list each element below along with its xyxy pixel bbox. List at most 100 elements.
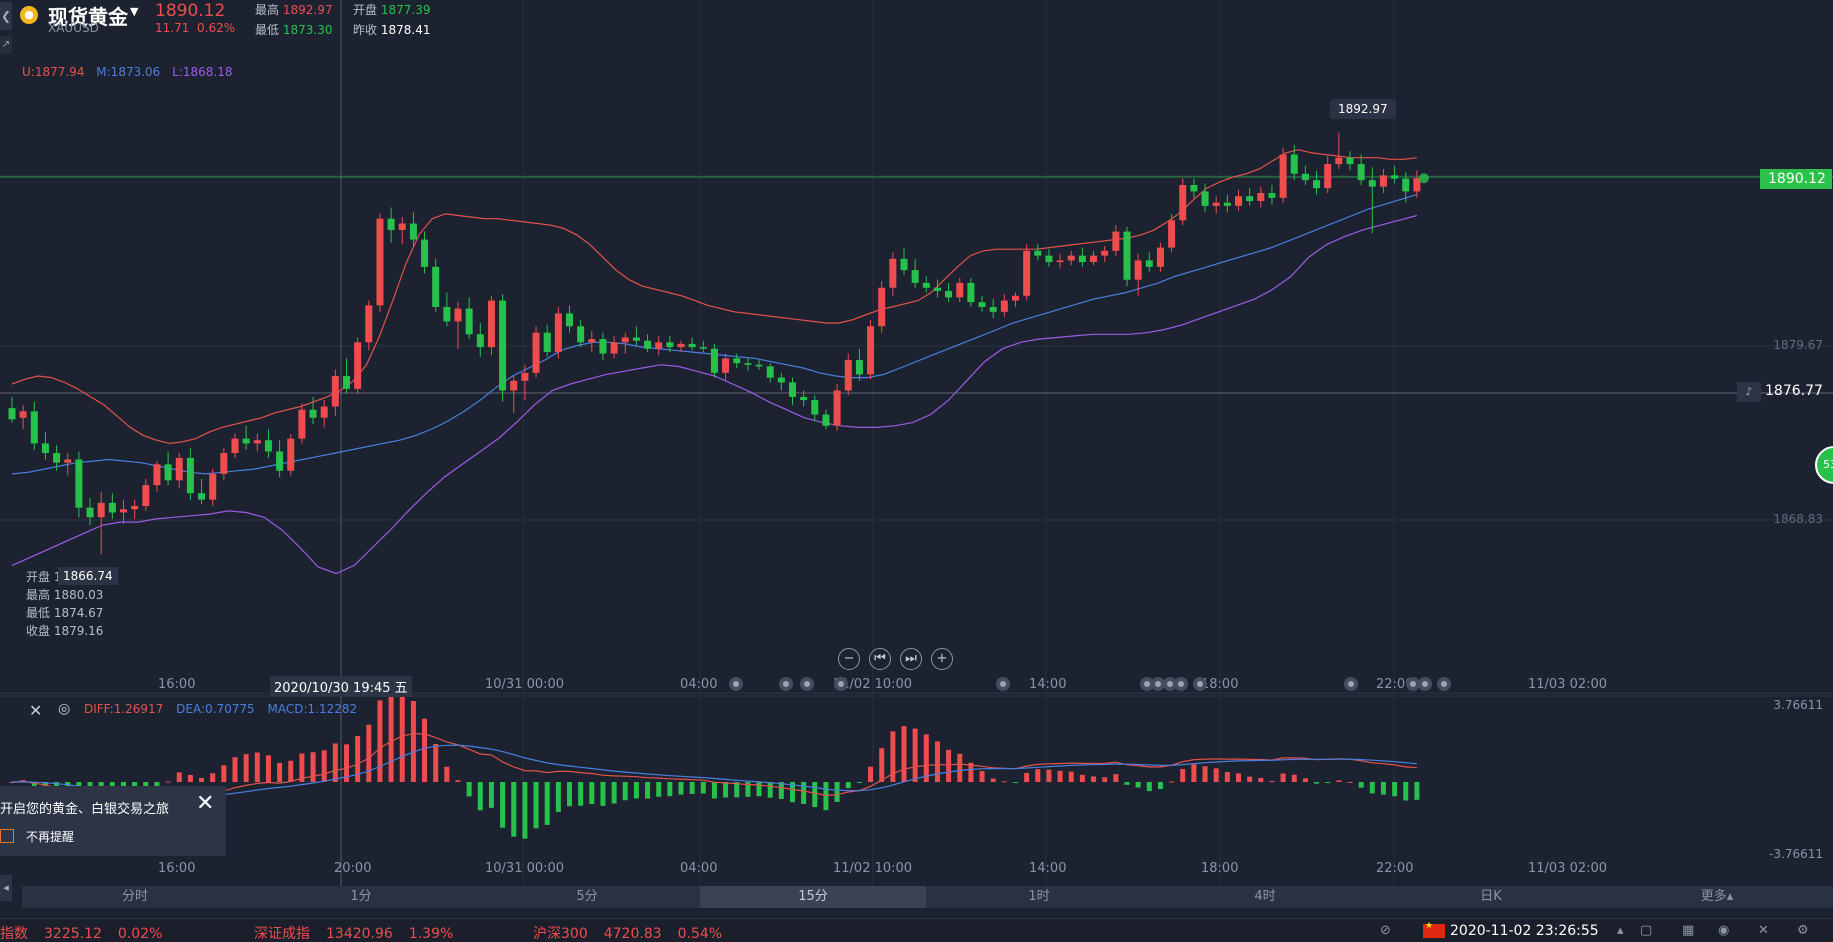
close-indicator-icon[interactable]: ✕ bbox=[29, 701, 43, 720]
candle bbox=[1123, 226, 1131, 287]
tab-period-day[interactable]: 日K bbox=[1480, 889, 1502, 904]
candle-body bbox=[86, 507, 94, 518]
event-marker-icon[interactable] bbox=[1140, 677, 1154, 691]
scroll-end-icon[interactable]: ⏭ bbox=[900, 648, 922, 670]
event-marker-icon[interactable] bbox=[1151, 677, 1165, 691]
candle-body bbox=[878, 287, 886, 327]
price-axis-label: 1868.83 bbox=[1773, 512, 1823, 526]
candle bbox=[844, 353, 852, 396]
tab-period-more[interactable]: 更多▴ bbox=[1700, 889, 1734, 904]
macd-bar bbox=[176, 772, 182, 782]
event-marker-icon[interactable] bbox=[834, 677, 848, 691]
tab-period-4h[interactable]: 4时 bbox=[1254, 889, 1276, 904]
symbol-name[interactable]: 现货黄金 bbox=[48, 5, 128, 29]
candle bbox=[443, 292, 451, 327]
candle-body bbox=[454, 308, 462, 322]
link-icon[interactable]: ⊘ bbox=[1380, 923, 1391, 938]
candle bbox=[789, 377, 796, 405]
candle bbox=[710, 343, 718, 378]
ticker-item[interactable]: 深证成指 13420.96 1.39% bbox=[254, 926, 454, 942]
macd-bar bbox=[1247, 776, 1253, 782]
event-marker-icon[interactable] bbox=[1418, 677, 1432, 691]
candle bbox=[1223, 194, 1231, 213]
macd-bar bbox=[1414, 782, 1420, 800]
macd-bar bbox=[700, 782, 706, 794]
dont-remind-label[interactable]: 不再提醒 bbox=[26, 830, 75, 844]
candle bbox=[599, 332, 607, 360]
tab-period-1m[interactable]: 1分 bbox=[350, 889, 372, 904]
candle-body bbox=[1223, 202, 1231, 206]
time-label: 11/03 02:00 bbox=[1528, 677, 1608, 692]
candle-body bbox=[766, 366, 774, 378]
zoom-in-icon[interactable]: + bbox=[931, 648, 953, 670]
event-marker-icon[interactable] bbox=[1174, 677, 1188, 691]
time-label: 11/02 10:00 bbox=[833, 861, 913, 876]
macd-diff: DIFF:1.26917 bbox=[84, 702, 164, 716]
draw-tool-icon[interactable]: ↗ bbox=[0, 36, 12, 54]
scroll-start-icon[interactable]: ⏮ bbox=[869, 648, 891, 670]
macd-bar bbox=[868, 766, 874, 782]
back-arrow-icon[interactable]: ❮ bbox=[0, 2, 12, 30]
macd-bar bbox=[912, 728, 918, 782]
time-label: 10/31 00:00 bbox=[485, 677, 565, 692]
macd-bar bbox=[1124, 782, 1130, 785]
close-icon[interactable]: ✕ bbox=[196, 791, 215, 816]
event-marker-icon[interactable] bbox=[800, 677, 814, 691]
event-marker-icon[interactable] bbox=[1406, 677, 1420, 691]
candle bbox=[387, 207, 395, 243]
candle bbox=[800, 390, 808, 407]
settings-icon[interactable]: ⚙ bbox=[1797, 923, 1809, 938]
bell-icon[interactable]: ♪ bbox=[1737, 382, 1761, 402]
event-marker-icon[interactable] bbox=[729, 677, 743, 691]
event-marker-icon[interactable] bbox=[1344, 677, 1358, 691]
candle-body bbox=[476, 334, 484, 348]
candle-body bbox=[1246, 196, 1254, 202]
event-marker-icon[interactable] bbox=[1163, 677, 1177, 691]
candle-body bbox=[19, 411, 27, 418]
zoom-out-icon[interactable]: − bbox=[838, 648, 860, 670]
macd-bar bbox=[667, 782, 673, 797]
event-marker-icon[interactable] bbox=[996, 677, 1010, 691]
candle bbox=[198, 478, 206, 505]
event-marker-icon[interactable] bbox=[779, 677, 793, 691]
tab-period-5m[interactable]: 5分 bbox=[576, 889, 598, 904]
tab-period-1h[interactable]: 1时 bbox=[1028, 889, 1050, 904]
candle bbox=[454, 302, 462, 349]
dont-remind-checkbox[interactable] bbox=[0, 829, 14, 843]
macd-bar bbox=[1392, 782, 1398, 797]
candle bbox=[264, 428, 272, 458]
candle bbox=[409, 212, 417, 246]
tab-period-15m[interactable]: 15分 bbox=[700, 886, 926, 908]
candle bbox=[276, 440, 284, 478]
camera-icon[interactable]: ◉ bbox=[1718, 923, 1730, 938]
candle bbox=[688, 337, 696, 351]
macd-bar bbox=[1157, 782, 1163, 790]
ticker-item[interactable]: 沪深300 4720.83 0.54% bbox=[533, 926, 723, 942]
mute-icon[interactable]: ✕ bbox=[1758, 923, 1769, 938]
macd-macd: MACD:1.12282 bbox=[267, 702, 358, 716]
gear-icon[interactable]: ◎ bbox=[58, 701, 71, 717]
window-icon[interactable]: ▢ bbox=[1640, 923, 1653, 938]
macd-bar bbox=[990, 778, 996, 782]
price-alert[interactable]: ♪ 1876.77 bbox=[1737, 382, 1823, 402]
chevron-down-icon[interactable]: ▼ bbox=[130, 5, 139, 18]
grid-icon[interactable]: ▦ bbox=[1682, 923, 1695, 938]
candle-body bbox=[209, 473, 217, 500]
candle-body bbox=[1413, 178, 1421, 192]
candle-body bbox=[588, 339, 596, 343]
candle-body bbox=[421, 239, 429, 267]
candle bbox=[131, 499, 139, 519]
candle bbox=[499, 294, 507, 402]
candle bbox=[242, 425, 250, 450]
event-marker-icon[interactable] bbox=[1193, 677, 1207, 691]
caret-up-icon[interactable]: ▴ bbox=[1617, 923, 1624, 938]
candle-body bbox=[41, 443, 49, 454]
ticker-item[interactable]: 指数 3225.12 0.02% bbox=[0, 926, 163, 942]
candle-body bbox=[443, 306, 451, 322]
collapse-icon[interactable]: ◂ bbox=[0, 875, 12, 901]
candle-body bbox=[120, 509, 127, 513]
event-marker-icon[interactable] bbox=[1437, 677, 1451, 691]
tab-period-tick[interactable]: 分时 bbox=[121, 889, 148, 904]
candle-body bbox=[655, 342, 663, 349]
